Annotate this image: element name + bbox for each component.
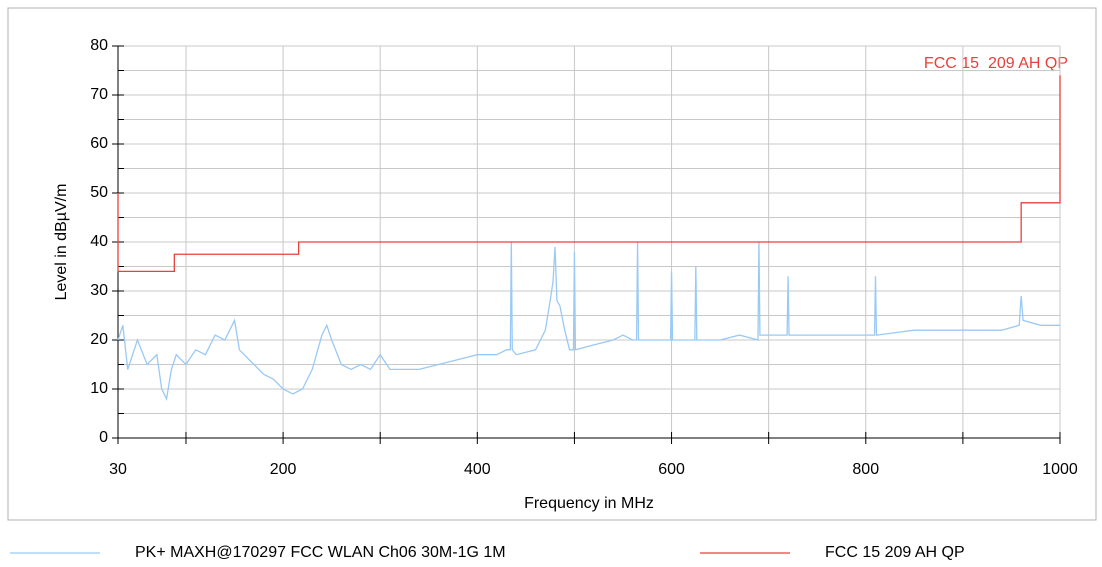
y-tick-label: 70 bbox=[90, 86, 108, 103]
y-tick-label: 60 bbox=[90, 135, 108, 152]
legend-label: PK+ MAXH@170297 FCC WLAN Ch06 30M-1G 1M bbox=[135, 544, 506, 561]
series-line bbox=[117, 241, 1060, 401]
x-axis-label: Frequency in MHz bbox=[524, 495, 654, 512]
x-tick-label: 200 bbox=[270, 461, 297, 478]
y-tick-label: 10 bbox=[90, 380, 108, 397]
y-tick-label: 80 bbox=[90, 37, 108, 54]
series-line bbox=[117, 75, 1061, 273]
chart-frame bbox=[7, 7, 1097, 521]
y-tick-label: 0 bbox=[99, 429, 108, 446]
y-tick-label: 40 bbox=[90, 233, 108, 250]
y-axis-label: Level in dBµV/m bbox=[53, 184, 70, 301]
limit-annotation: FCC 15_209 AH QP bbox=[924, 55, 1068, 72]
y-tick-label: 50 bbox=[90, 184, 108, 201]
x-tick-label: 30 bbox=[109, 461, 127, 478]
x-tick-label: 800 bbox=[852, 461, 879, 478]
x-tick-label: 400 bbox=[464, 461, 491, 478]
legend-label: FCC 15 209 AH QP bbox=[825, 544, 965, 561]
x-tick-label: 1000 bbox=[1042, 461, 1078, 478]
y-tick-label: 30 bbox=[90, 282, 108, 299]
y-tick-label: 20 bbox=[90, 331, 108, 348]
x-tick-label: 600 bbox=[658, 461, 685, 478]
